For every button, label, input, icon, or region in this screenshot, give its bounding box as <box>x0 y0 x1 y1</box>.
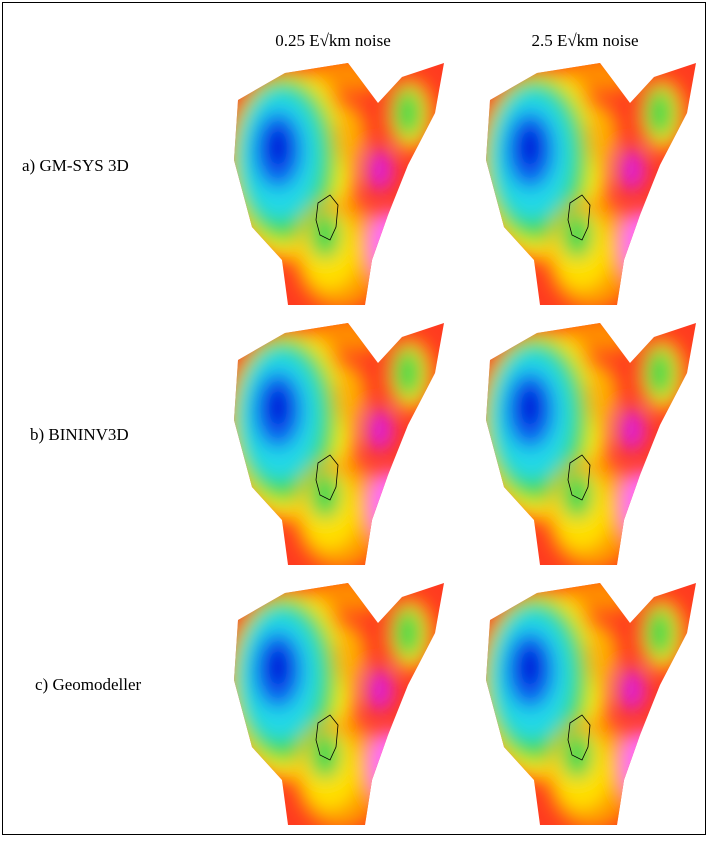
column-header: 2.5 E√km noise <box>531 31 638 50</box>
map <box>225 575 450 830</box>
map <box>477 55 702 310</box>
column-header: 0.25 E√km noise <box>275 31 391 50</box>
map <box>225 315 450 570</box>
maps <box>225 55 702 830</box>
map <box>477 575 702 830</box>
row-label: c) Geomodeller <box>35 675 142 694</box>
map <box>477 315 702 570</box>
row-label: a) GM-SYS 3D <box>22 156 129 175</box>
map <box>225 55 450 310</box>
row-label: b) BININV3D <box>30 425 129 444</box>
